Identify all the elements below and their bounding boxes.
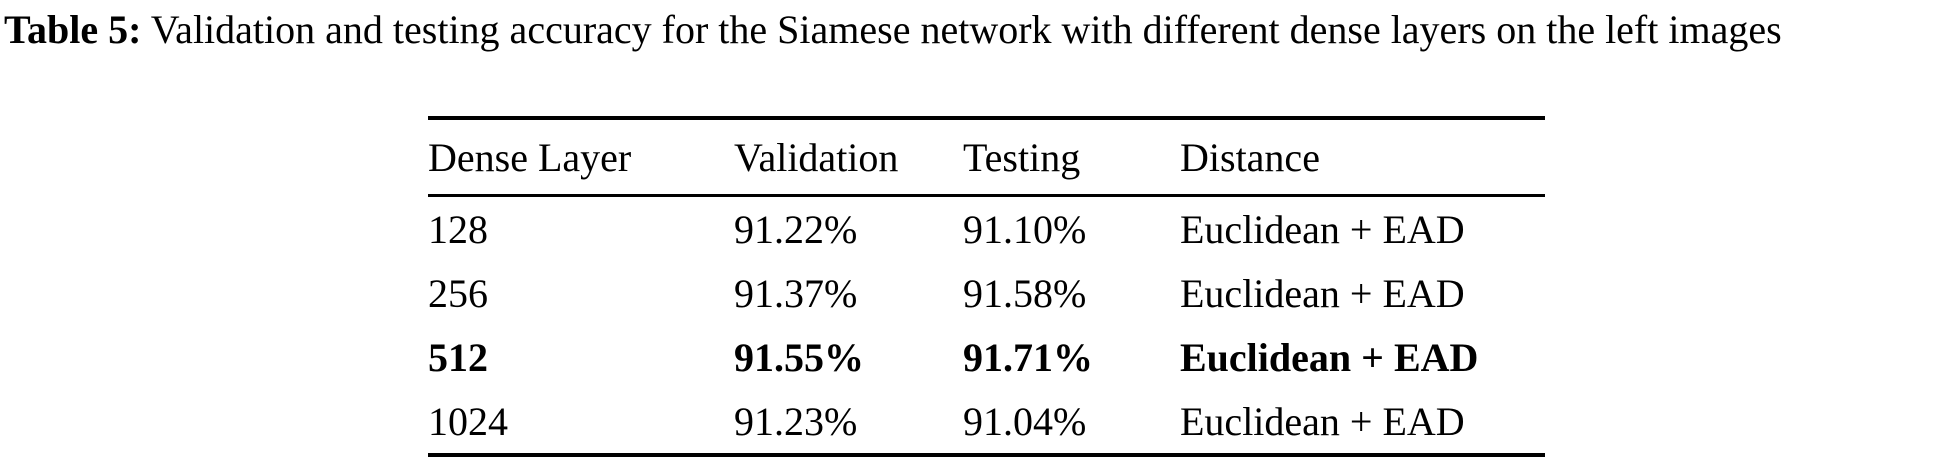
table-caption-label: Table 5:: [4, 7, 142, 52]
cell-distance: Euclidean + EAD: [1180, 398, 1465, 444]
col-header-dense-layer: Dense Layer: [428, 134, 632, 180]
cell-dense-layer: 1024: [428, 398, 508, 444]
table-header: Dense Layer Validation Testing Distance: [428, 118, 1545, 196]
table-header-row: Dense Layer Validation Testing Distance: [428, 118, 1545, 196]
table-caption-text: Validation and testing accuracy for the …: [141, 7, 1782, 52]
cell-testing: 91.71%: [963, 334, 1093, 380]
table-caption: Table 5: Validation and testing accuracy…: [4, 2, 1950, 57]
cell-distance: Euclidean + EAD: [1180, 334, 1479, 380]
cell-testing: 91.10%: [963, 206, 1087, 252]
col-header-testing: Testing: [963, 134, 1081, 180]
cell-dense-layer: 256: [428, 270, 488, 316]
table-row: 256 91.37% 91.58% Euclidean + EAD: [428, 261, 1545, 325]
cell-dense-layer: 512: [428, 334, 488, 380]
cell-validation: 91.23%: [734, 398, 858, 444]
cell-validation: 91.55%: [734, 334, 864, 380]
table-row: 1024 91.23% 91.04% Euclidean + EAD: [428, 389, 1545, 455]
table-row: 512 91.55% 91.71% Euclidean + EAD: [428, 325, 1545, 389]
cell-testing: 91.58%: [963, 270, 1087, 316]
cell-distance: Euclidean + EAD: [1180, 206, 1465, 252]
cell-validation: 91.37%: [734, 270, 858, 316]
col-header-distance: Distance: [1180, 134, 1320, 180]
cell-distance: Euclidean + EAD: [1180, 270, 1465, 316]
cell-validation: 91.22%: [734, 206, 858, 252]
table-row: 128 91.22% 91.10% Euclidean + EAD: [428, 196, 1545, 262]
cell-dense-layer: 128: [428, 206, 488, 252]
table-body: 128 91.22% 91.10% Euclidean + EAD 256 91.37% 9…: [428, 196, 1545, 456]
col-header-validation: Validation: [734, 134, 899, 180]
accuracy-table: Dense Layer Validation Testing Distance …: [428, 116, 1545, 457]
cell-testing: 91.04%: [963, 398, 1087, 444]
